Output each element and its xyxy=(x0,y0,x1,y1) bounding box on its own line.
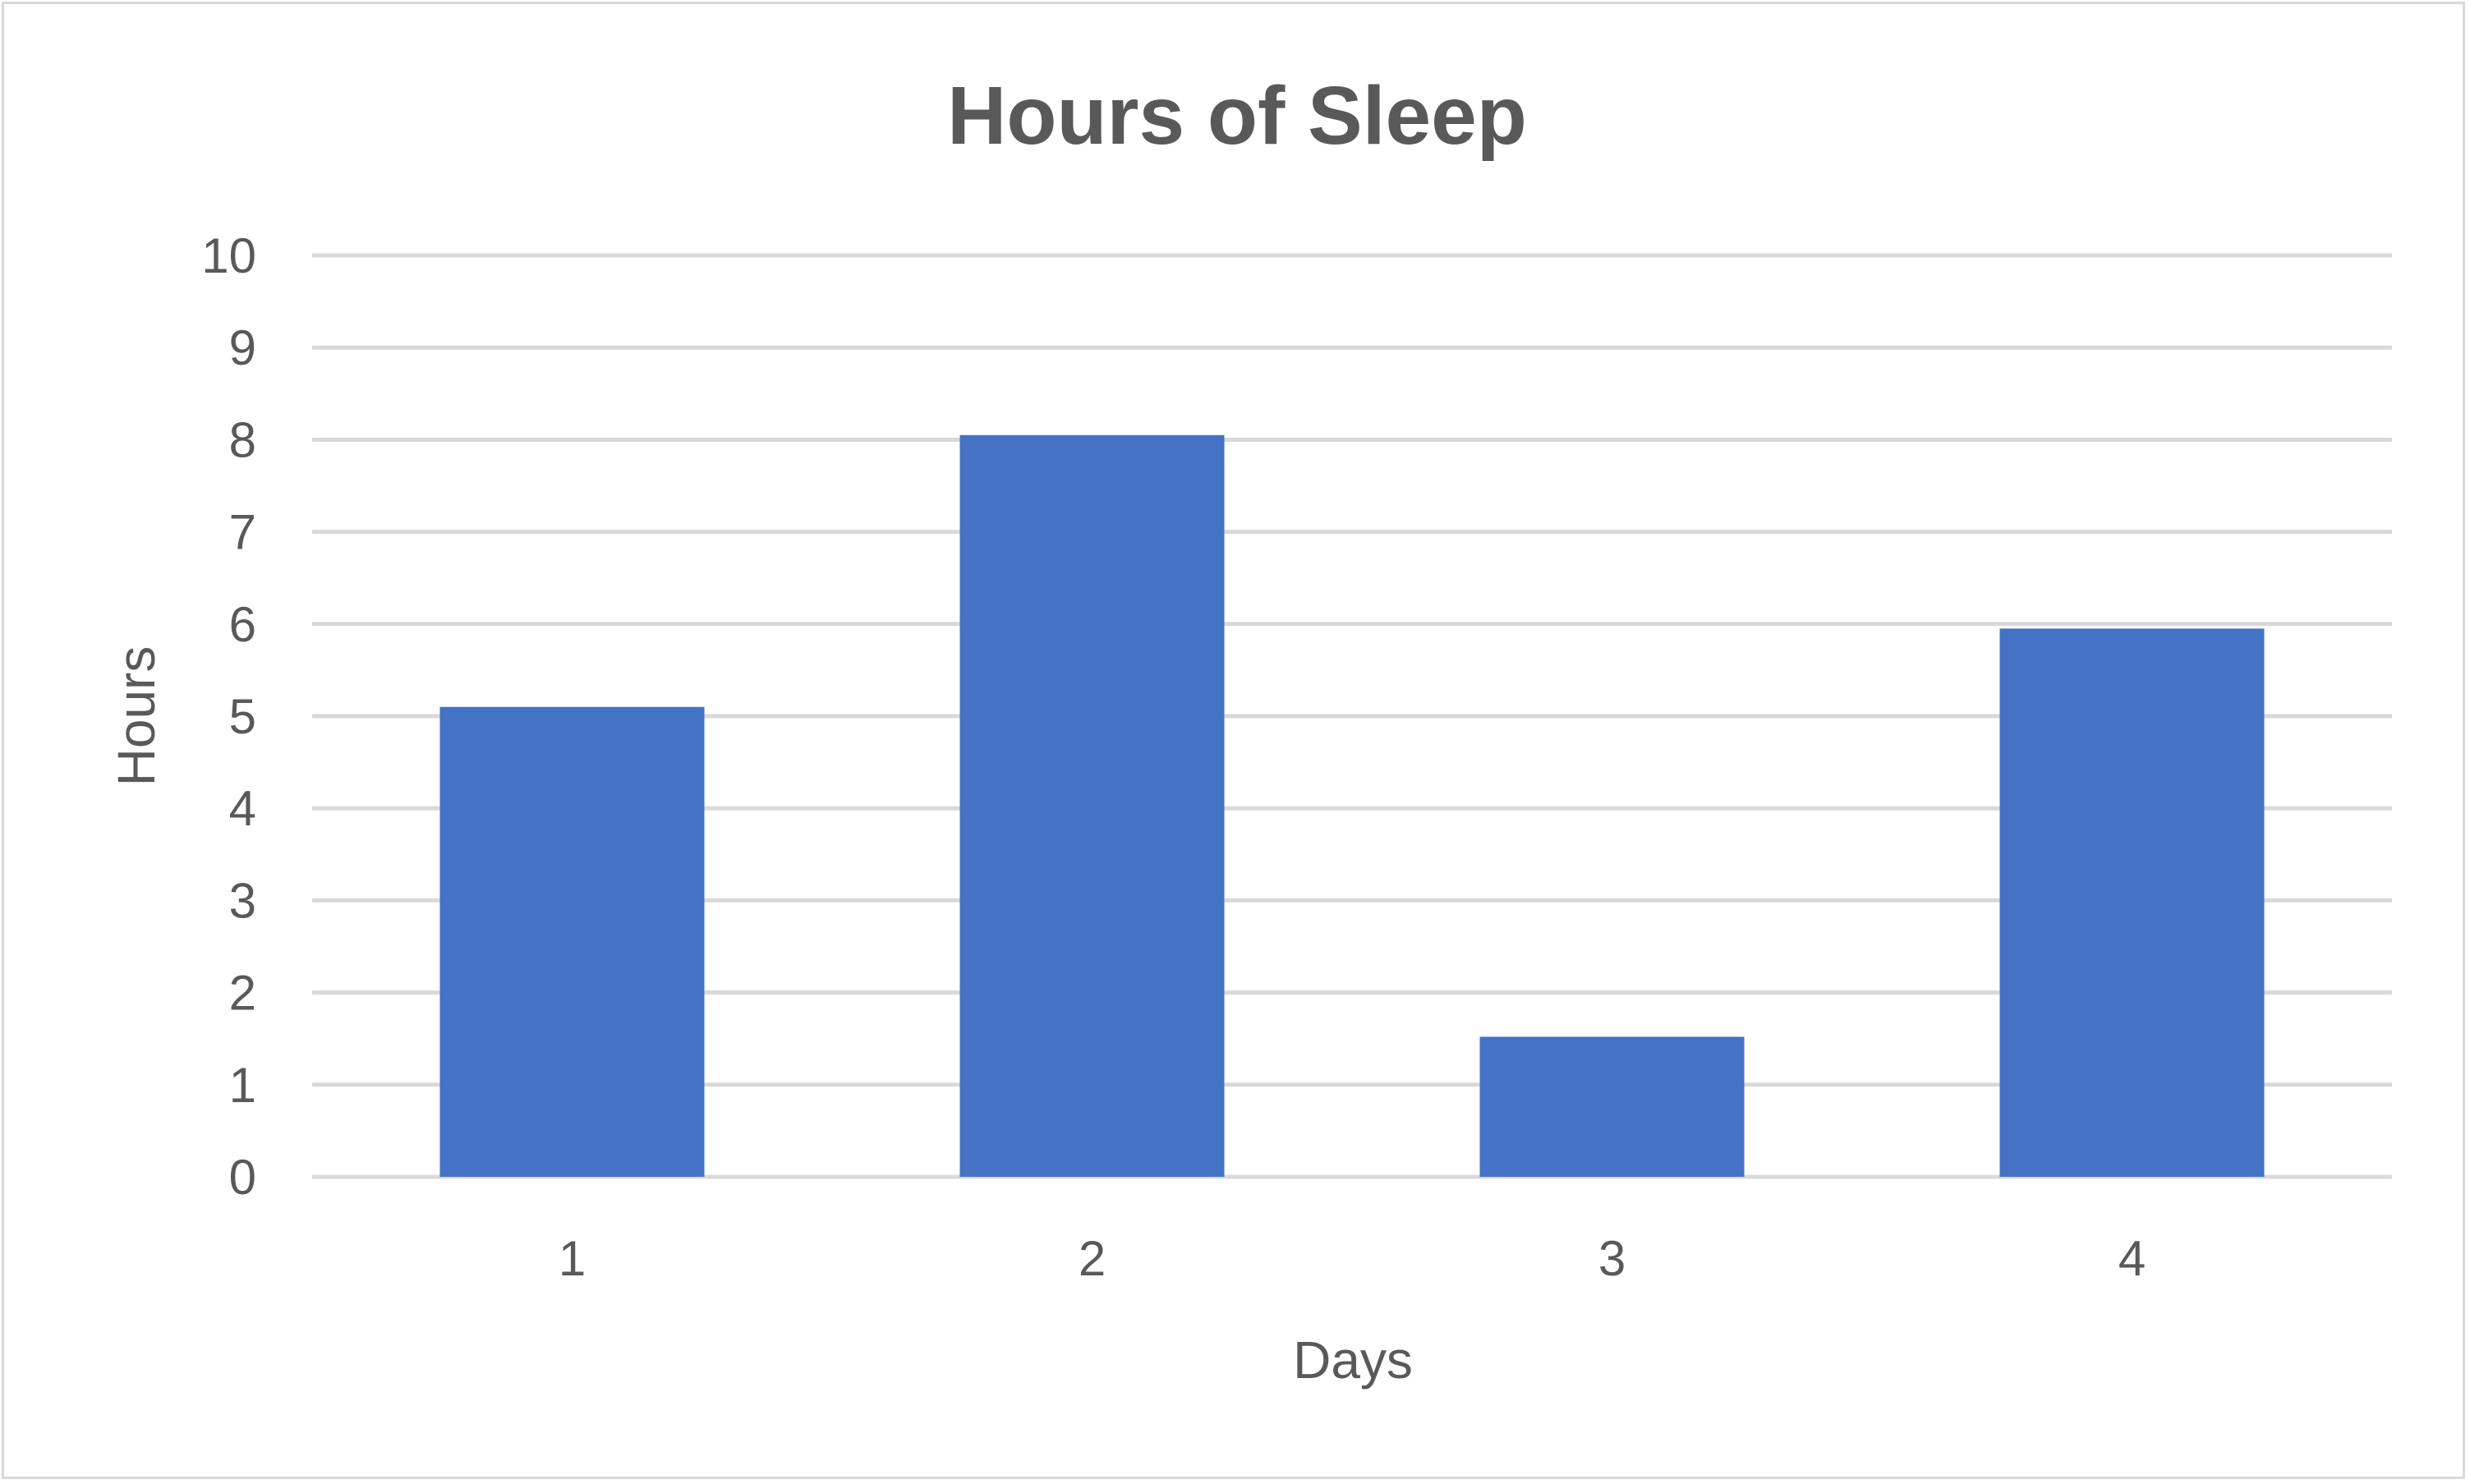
y-tick-label: 0 xyxy=(229,1150,256,1205)
y-tick-label: 8 xyxy=(229,412,256,467)
bar xyxy=(959,434,1225,1177)
x-tick-label: 1 xyxy=(559,1231,586,1286)
y-tick-label: 6 xyxy=(229,597,256,652)
chart-title: Hours of Sleep xyxy=(947,70,1527,162)
y-tick-label: 3 xyxy=(229,873,256,928)
y-tick-label: 1 xyxy=(229,1058,256,1113)
bars xyxy=(439,434,2265,1177)
y-axis-label: Hours xyxy=(107,646,166,787)
bar xyxy=(439,706,705,1177)
y-tick-label: 7 xyxy=(229,505,256,560)
y-tick-labels: 0 1 2 3 4 5 6 7 8 9 10 xyxy=(201,228,256,1205)
x-axis-label: Days xyxy=(1293,1330,1413,1390)
bar xyxy=(1999,628,2265,1177)
x-tick-label: 2 xyxy=(1079,1231,1106,1286)
x-tick-labels: 1 2 3 4 xyxy=(559,1231,2146,1286)
y-tick-label: 9 xyxy=(229,320,256,375)
x-tick-label: 3 xyxy=(1598,1231,1626,1286)
bar xyxy=(1479,1036,1745,1177)
y-tick-label: 5 xyxy=(229,689,256,744)
y-tick-label: 4 xyxy=(229,781,256,836)
y-tick-label: 10 xyxy=(201,228,256,283)
x-tick-label: 4 xyxy=(2118,1231,2146,1286)
y-tick-label: 2 xyxy=(229,966,256,1021)
